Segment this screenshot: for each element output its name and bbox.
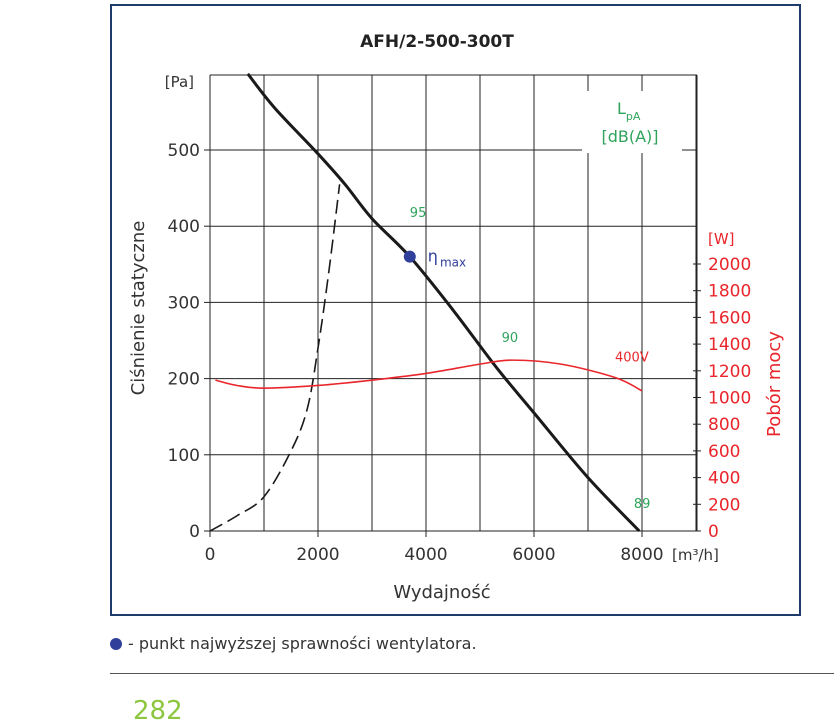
y-tick-label: 400 xyxy=(168,217,200,237)
y2-tick-label: 2000 xyxy=(708,255,751,275)
y-tick-label: 0 xyxy=(189,522,200,542)
series-400v xyxy=(215,359,643,392)
x-tick-label: 8000 xyxy=(620,545,663,565)
lpa-unit-label: [dB(A)] xyxy=(601,127,658,146)
series-system-resistance xyxy=(209,184,341,532)
eta-legend-dot-icon xyxy=(110,637,122,650)
annotation-400v: 400V xyxy=(615,350,649,365)
y2-tick-label: 1200 xyxy=(708,362,751,382)
x-tick-label: 6000 xyxy=(512,545,555,565)
chart-frame: 0 100 200 300 400 500 [Pa] 0 2000 4000 6000 8000 [m³… xyxy=(110,4,801,616)
y-unit-label: [Pa] xyxy=(165,73,194,91)
eta-max-label: η max xyxy=(428,247,466,270)
x-tick-label: 4000 xyxy=(404,545,447,565)
y2-unit-label: [W] xyxy=(708,230,735,248)
y-tick-label: 300 xyxy=(168,293,200,313)
y2-tick-label: 200 xyxy=(708,495,740,515)
series-layer xyxy=(209,72,643,533)
x-tick-label: 2000 xyxy=(296,545,339,565)
eta-max-point xyxy=(403,250,416,263)
annotation-89: 89 xyxy=(634,497,651,512)
x-tick-label: 0 xyxy=(205,545,216,565)
footer-divider xyxy=(110,673,834,674)
y2-tick-label: 1000 xyxy=(708,389,751,409)
annotation-95: 95 xyxy=(410,206,427,221)
y-axis-title: Ciśnienie statyczne xyxy=(128,221,149,396)
y2-tick-label: 1800 xyxy=(708,282,751,302)
y-tick-label: 500 xyxy=(168,141,200,161)
y2-tick-label: 0 xyxy=(708,522,719,542)
y2-tick-label: 1600 xyxy=(708,308,751,328)
y2-tick-label: 800 xyxy=(708,415,740,435)
y2-axis-title: Pobór mocy xyxy=(764,331,785,437)
y-tick-label: 200 xyxy=(168,370,200,390)
lpa-box-bg xyxy=(582,91,682,153)
eta-legend: - punkt najwyższej sprawności wentylator… xyxy=(110,634,477,653)
y2-tick-label: 1400 xyxy=(708,335,751,355)
eta-legend-text: - punkt najwyższej sprawności wentylator… xyxy=(128,634,477,653)
y2-tick-label: 400 xyxy=(708,469,740,489)
annotation-90: 90 xyxy=(502,331,519,346)
y2-tick-label: 600 xyxy=(708,442,740,462)
x-axis-title: Wydajność xyxy=(393,582,490,603)
series-fan-curve xyxy=(246,72,641,533)
x-unit-label: [m³/h] xyxy=(672,546,719,564)
page-number: 282 xyxy=(133,696,183,726)
y-tick-label: 100 xyxy=(168,446,200,466)
chart-title: AFH/2-500-300T xyxy=(360,32,514,52)
